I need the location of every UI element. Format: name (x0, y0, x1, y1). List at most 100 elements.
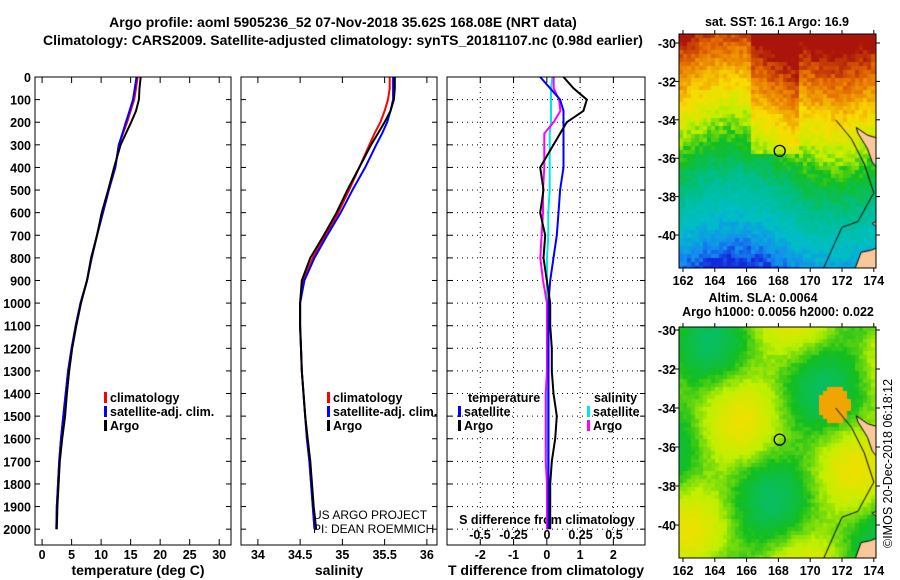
temperature-tick-label: 5 (68, 548, 75, 562)
map-lat-label: -34 (658, 402, 676, 416)
map-lon-label: 164 (704, 274, 725, 288)
legend-label: Argo (333, 419, 363, 433)
salinity-line-1 (299, 77, 395, 530)
map-lon-label: 172 (832, 274, 853, 288)
legend-swatch (104, 420, 107, 431)
tdiff-tick-label: -1 (508, 548, 519, 562)
imos-credit: ©IMOS 20-Dec-2018 06:18:12 (881, 379, 895, 548)
legend-label: climatology (110, 391, 180, 405)
map-lat-label: -30 (658, 37, 676, 51)
tdiff-tick-label: -2 (475, 548, 486, 562)
depth-tick-label: 300 (10, 139, 31, 153)
temperature-line-2 (55, 76, 142, 530)
legend-swatch (327, 392, 330, 403)
map-lon-label: 172 (832, 564, 853, 578)
depth-tick-label: 700 (10, 229, 31, 243)
argo-float-marker (773, 433, 786, 446)
sdiff-argo-line (539, 77, 562, 530)
map-lon-label: 168 (768, 564, 789, 578)
depth-tick-label: 600 (10, 207, 31, 221)
legend-swatch (458, 420, 461, 431)
depth-tick-label: 800 (10, 252, 31, 266)
depth-tick-label: 900 (10, 274, 31, 288)
legend-title: salinity (594, 391, 637, 405)
legend-title: temperature (468, 391, 540, 405)
depth-tick-label: 1500 (3, 410, 31, 424)
map-lat-label: -32 (658, 75, 676, 89)
map-lon-label: 162 (673, 564, 694, 578)
temperature-tick-label: 0 (39, 548, 46, 562)
depth-tick-label: 0 (24, 71, 31, 85)
depth-tick-label: 1800 (3, 478, 31, 492)
depth-tick-label: 2000 (3, 523, 31, 537)
temperature-tick-label: 30 (212, 548, 226, 562)
legend-swatch (104, 406, 107, 417)
legend-swatch (587, 406, 590, 417)
legend-label: Argo (110, 419, 140, 433)
tdiff-satellite-line (539, 76, 565, 530)
legend-swatch (458, 406, 461, 417)
salinity-xlabel: salinity (315, 562, 363, 578)
sla-map-title: Altim. SLA: 0.0064 (708, 291, 817, 305)
map-lat-label: -36 (658, 441, 676, 455)
sla-map-subtitle: Argo h1000: 0.0056 h2000: 0.022 (682, 305, 874, 319)
map-lon-label: 164 (704, 564, 725, 578)
legend-label: satellite (593, 405, 640, 419)
depth-tick-label: 1600 (3, 433, 31, 447)
tdiff-xlabel: T difference from climatology (448, 562, 644, 578)
depth-tick-label: 1200 (3, 342, 31, 356)
map-lon-label: 170 (800, 564, 821, 578)
map-frame (678, 326, 877, 559)
tdiff-tick-label: 1 (577, 548, 584, 562)
temperature-line-0 (55, 76, 139, 530)
sla-map-image (679, 327, 876, 558)
map-lat-label: -38 (658, 480, 676, 494)
tdiff-tick-label: 2 (610, 548, 617, 562)
map-lon-label: 166 (736, 564, 757, 578)
map-frame (678, 33, 877, 269)
project-line2: PI: DEAN ROEMMICH (313, 522, 434, 536)
legend-label: satellite (464, 405, 511, 419)
project-line1: US ARGO PROJECT (313, 508, 428, 522)
map-lat-label: -34 (658, 114, 676, 128)
temperature-tick-label: 25 (183, 548, 197, 562)
temperature-xlabel: temperature (deg C) (71, 562, 204, 578)
legend-label: satellite-adj. clim. (333, 405, 437, 419)
sdiff-tick-label: -0.25 (499, 528, 528, 542)
sst-map-image (679, 34, 876, 268)
salinity-tick-label: 36 (420, 548, 434, 562)
sdiff-tick-label: 0 (544, 528, 551, 542)
map-lon-label: 174 (863, 564, 884, 578)
legend-swatch (587, 420, 590, 431)
argo-float-marker (773, 144, 786, 158)
title-line2: Climatology: CARS2009. Satellite-adjuste… (43, 32, 643, 48)
map-lon-label: 168 (768, 274, 789, 288)
map-lat-label: -30 (658, 324, 676, 338)
depth-tick-label: 1300 (3, 365, 31, 379)
sst-map-title: sat. SST: 16.1 Argo: 16.9 (705, 15, 849, 29)
depth-tick-label: 500 (10, 184, 31, 198)
legend-label: satellite-adj. clim. (110, 405, 214, 419)
depth-tick-label: 1700 (3, 455, 31, 469)
legend-label: Argo (464, 419, 494, 433)
plot-frame (240, 76, 438, 546)
temperature-tick-label: 15 (124, 548, 138, 562)
map-lat-label: -40 (658, 519, 676, 533)
salinity-tick-label: 34 (251, 548, 265, 562)
salinity-tick-label: 35.5 (372, 548, 396, 562)
salinity-tick-label: 35 (335, 548, 349, 562)
depth-tick-label: 1100 (4, 320, 31, 334)
depth-tick-label: 200 (10, 116, 31, 130)
temperature-tick-label: 20 (153, 548, 167, 562)
sdiff-tick-label: 0.25 (568, 528, 592, 542)
temperature-line-1 (55, 76, 138, 530)
map-lat-label: -36 (658, 152, 676, 166)
depth-tick-label: 1900 (3, 501, 31, 515)
legend-label: climatology (333, 391, 403, 405)
sdiff-tick-label: -0.5 (469, 528, 491, 542)
depth-tick-label: 400 (10, 161, 31, 175)
legend-swatch (104, 392, 107, 403)
plot-frame (34, 76, 232, 546)
map-lon-label: 174 (863, 274, 884, 288)
map-lat-label: -38 (658, 191, 676, 205)
